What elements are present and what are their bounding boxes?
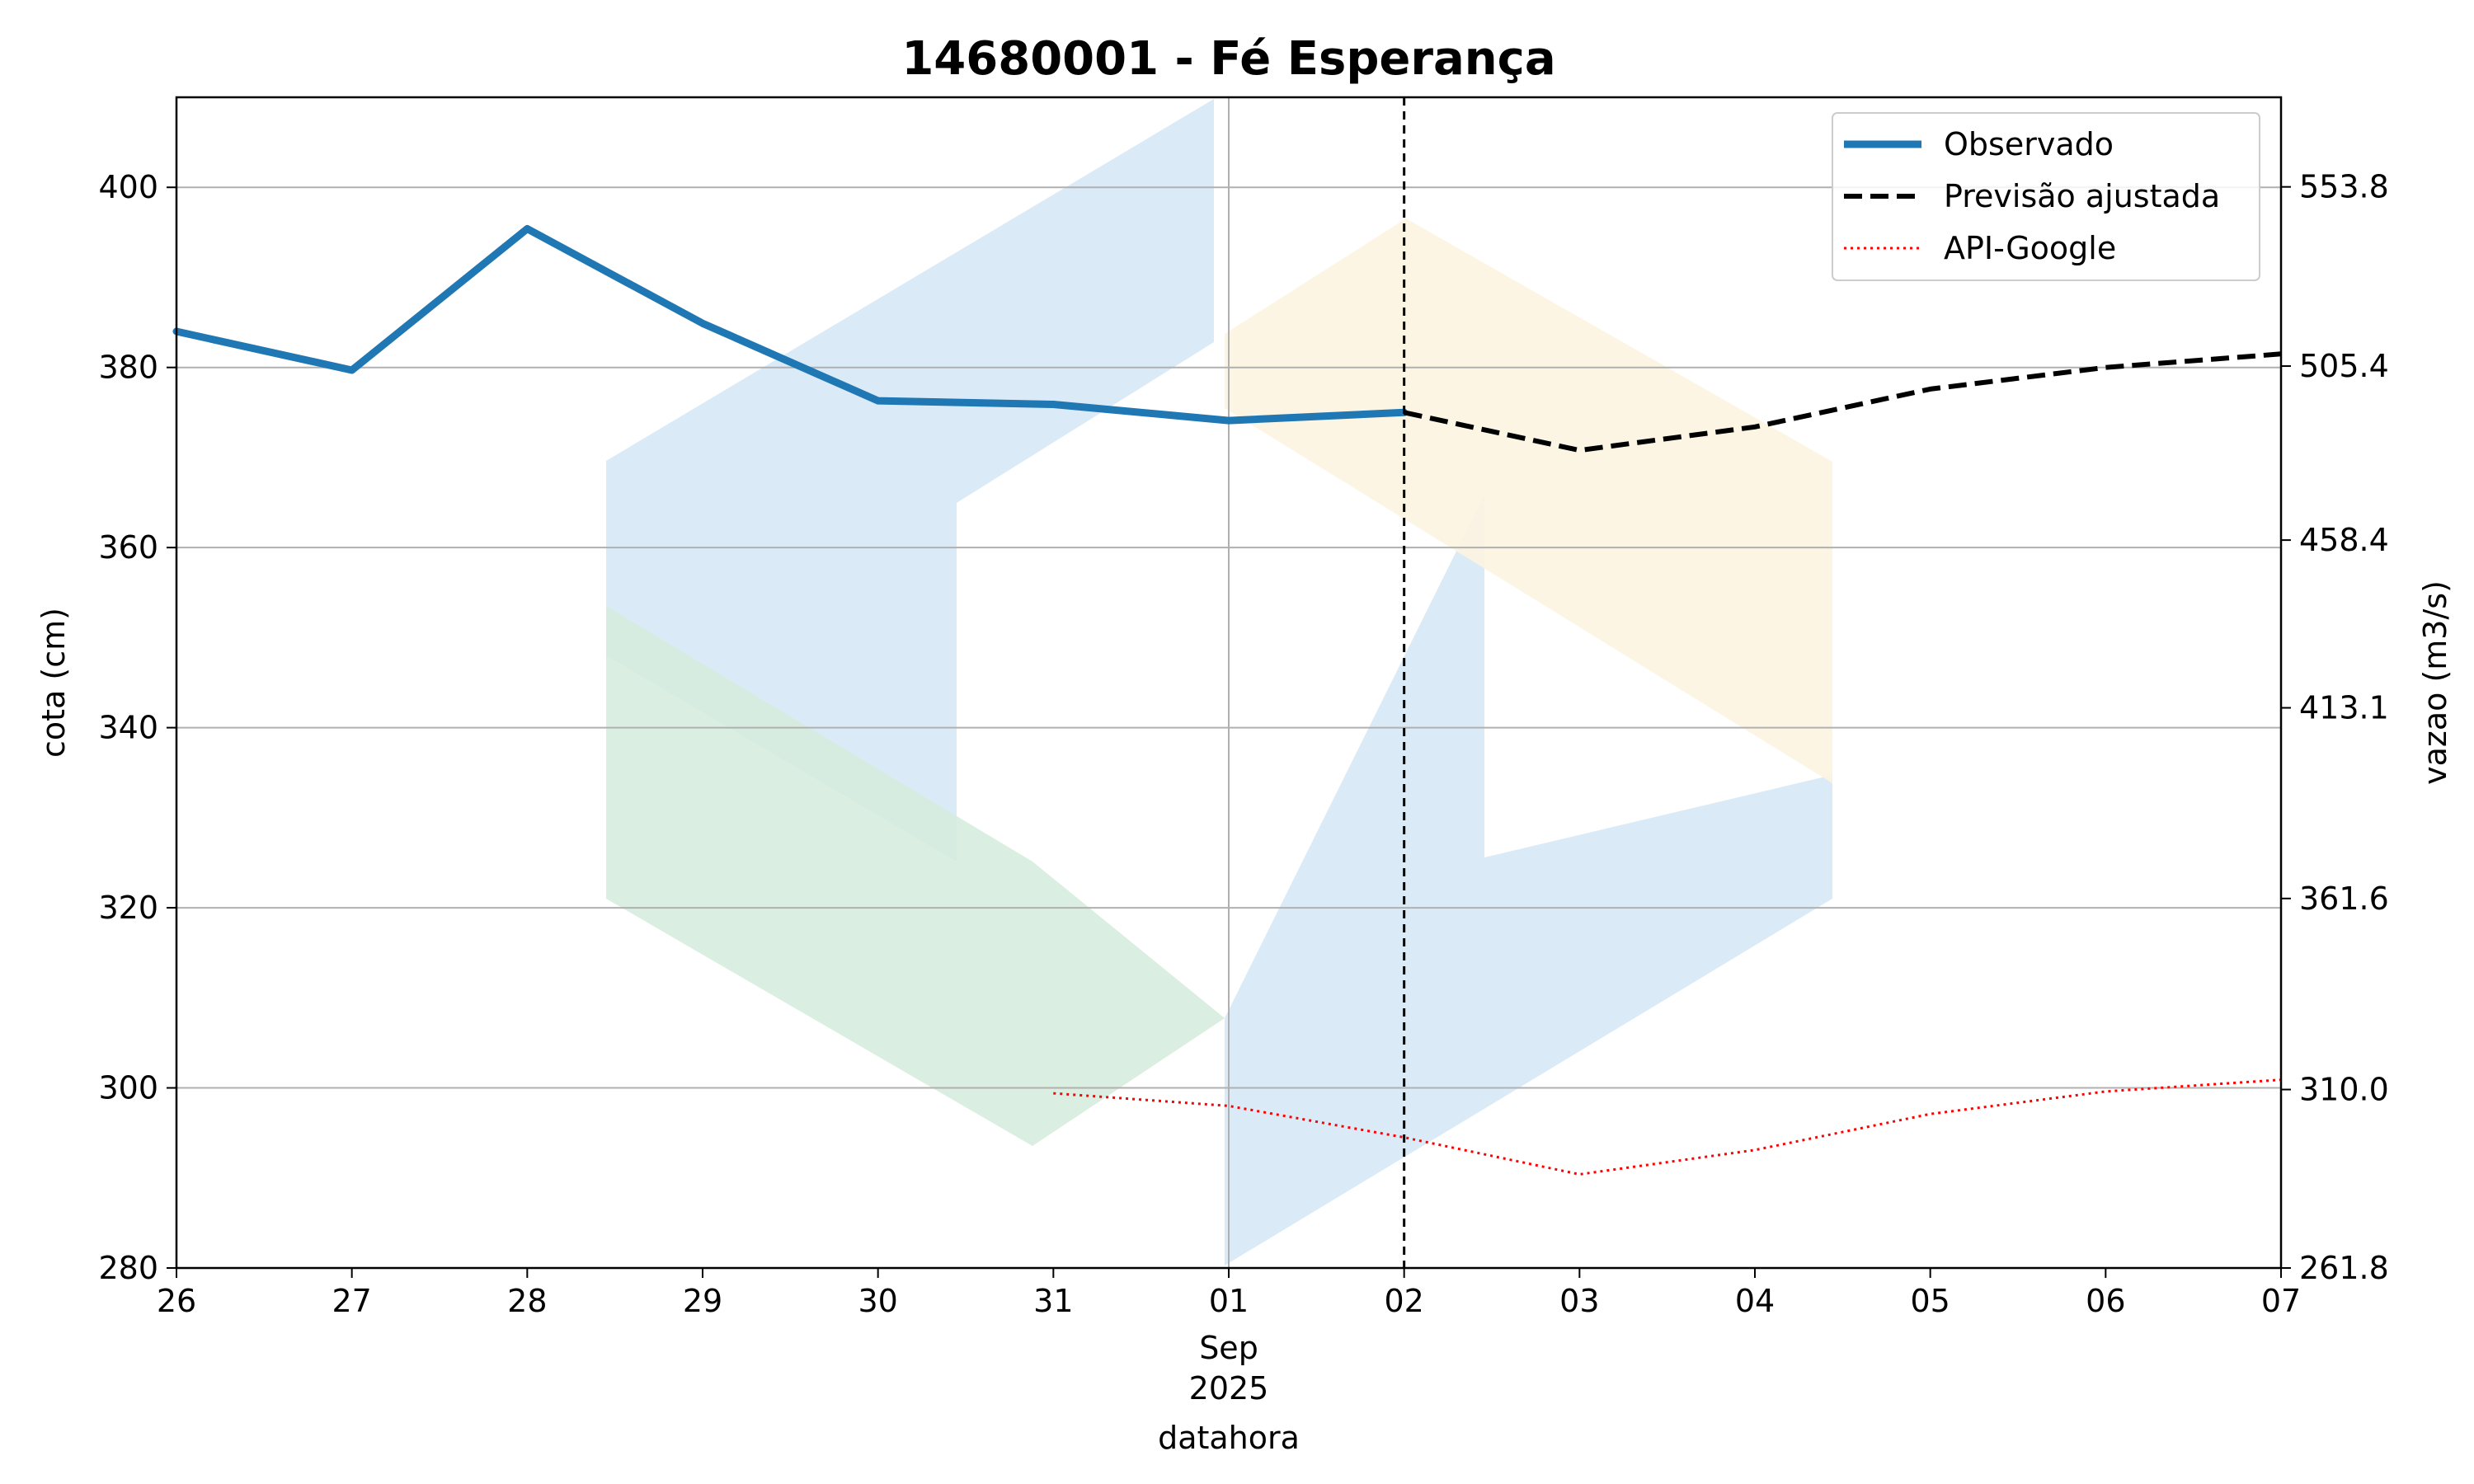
x-tick-label: 26 xyxy=(157,1283,196,1319)
y-tick-label-left: 320 xyxy=(98,890,158,926)
y-tick-label-right: 261.8 xyxy=(2299,1250,2389,1286)
y-tick-label-left: 360 xyxy=(98,529,158,566)
legend-label-observado: Observado xyxy=(1944,126,2114,162)
legend-label-api-google: API-Google xyxy=(1944,230,2116,266)
y-tick-label-left: 300 xyxy=(98,1070,158,1106)
x-tick-label: 30 xyxy=(858,1283,897,1319)
y-tick-label-left: 340 xyxy=(98,710,158,746)
y-tick-label-right: 310.0 xyxy=(2299,1072,2389,1108)
y-tick-label-left: 400 xyxy=(98,169,158,205)
x-tick-label: 05 xyxy=(1910,1283,1950,1319)
series-line-previs-o-ajustada xyxy=(1404,351,2282,453)
y-axis-left-label: cota (cm) xyxy=(35,608,72,758)
x-axis-label: datahora xyxy=(1158,1420,1300,1456)
y-tick-label-right: 361.6 xyxy=(2299,881,2389,917)
x-tick-label: 03 xyxy=(1559,1283,1599,1319)
x-tick-label: 06 xyxy=(2086,1283,2125,1319)
y-tick-label-right: 413.1 xyxy=(2299,690,2389,726)
series-layer xyxy=(172,225,2282,1176)
y-tick-label-right: 458.4 xyxy=(2299,522,2389,558)
x-tick-label: 01 xyxy=(1209,1283,1249,1319)
x-tick-label: 31 xyxy=(1033,1283,1073,1319)
x-tick-label: 28 xyxy=(507,1283,547,1319)
y-axis-right-ticks: 261.8 310.0 361.6 413.1 458.4 505.4 553.8 xyxy=(2281,169,2389,1286)
legend: Observado Previsão ajustada API-Google xyxy=(1832,112,2260,281)
x-tick-label: 07 xyxy=(2261,1283,2301,1319)
x-tick-label: 04 xyxy=(1735,1283,1775,1319)
x-month-label: Sep xyxy=(1199,1330,1258,1366)
y-tick-label-left: 280 xyxy=(98,1250,158,1286)
legend-label-previsao: Previsão ajustada xyxy=(1944,178,2220,214)
y-tick-label-right: 553.8 xyxy=(2299,169,2389,205)
chart-title: 14680001 - Fé Esperança xyxy=(901,32,1555,86)
x-tick-label: 02 xyxy=(1384,1283,1423,1319)
x-year-label: 2025 xyxy=(1189,1370,1269,1407)
legend-box xyxy=(1832,112,2260,281)
y-axis-left-ticks: 280 300 320 340 360 380 400 xyxy=(98,169,176,1286)
series-line-observado xyxy=(172,225,1409,425)
x-axis-ticks: 26 27 28 29 30 31 01 02 03 04 05 06 07 xyxy=(157,1268,2301,1319)
series-line-api-google xyxy=(1053,1078,2282,1176)
y-axis-right-label: vazao (m3/s) xyxy=(2417,580,2453,785)
y-tick-label-right: 505.4 xyxy=(2299,348,2389,384)
x-tick-label: 27 xyxy=(332,1283,371,1319)
watermark-logo xyxy=(606,99,1832,1266)
y-tick-label-left: 380 xyxy=(98,350,158,386)
x-tick-label: 29 xyxy=(683,1283,722,1319)
